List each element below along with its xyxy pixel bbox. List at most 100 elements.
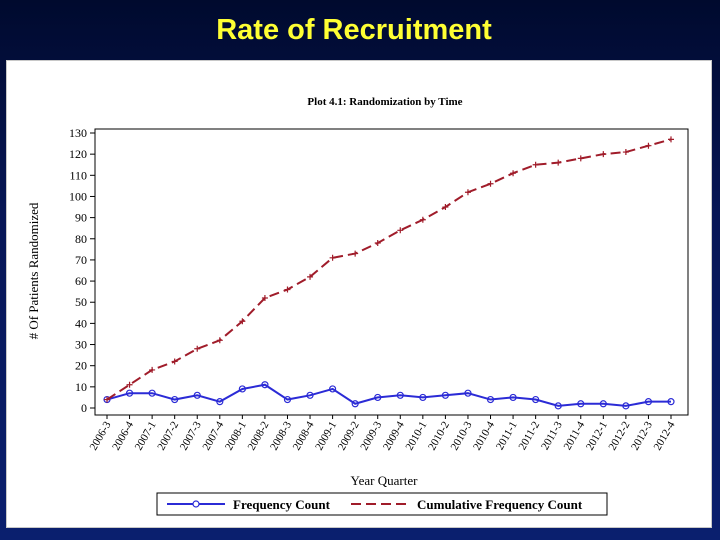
data-point xyxy=(667,398,675,406)
chart-title: Plot 4.1: Randomization by Time xyxy=(307,96,462,108)
y-axis-label: # Of Patients Randomized xyxy=(26,202,41,339)
y-tick-label: 70 xyxy=(75,253,87,267)
legend-label: Cumulative Frequency Count xyxy=(417,497,583,512)
chart-frame: Plot 4.1: Randomization by Time # Of Pat… xyxy=(6,60,712,528)
y-tick-label: 0 xyxy=(81,401,87,415)
series-line xyxy=(106,383,671,407)
x-tick-label: 2011-2 xyxy=(516,420,542,453)
data-point xyxy=(171,358,178,365)
data-point xyxy=(554,402,562,410)
data-point xyxy=(622,149,629,156)
data-point xyxy=(577,400,585,408)
data-point xyxy=(306,391,314,399)
y-tick-label: 50 xyxy=(75,295,87,309)
data-point xyxy=(193,391,201,399)
data-point xyxy=(148,389,156,397)
x-tick-label: 2012-4 xyxy=(652,419,678,452)
data-point xyxy=(216,337,223,344)
data-point xyxy=(329,385,337,393)
data-point xyxy=(464,389,472,397)
x-tick-label: 2011-3 xyxy=(539,419,565,452)
data-point xyxy=(577,155,584,162)
data-point xyxy=(397,227,404,234)
data-point xyxy=(261,381,269,389)
x-tick-label: 2007-3 xyxy=(178,419,204,452)
y-tick-label: 80 xyxy=(75,232,87,246)
data-point xyxy=(126,381,133,388)
data-point xyxy=(307,273,314,280)
x-tick-label: 2011-1 xyxy=(494,420,520,453)
line-chart: Plot 4.1: Randomization by Time # Of Pat… xyxy=(26,96,689,516)
data-point xyxy=(600,151,607,158)
x-tick-label: 2007-1 xyxy=(133,420,159,453)
data-point xyxy=(238,385,246,393)
y-axis: 0 10 20 30 40 50 60 70 80 90 100 110 120 130 xyxy=(69,126,95,415)
data-point xyxy=(644,398,653,406)
data-point xyxy=(104,396,110,403)
y-tick-label: 110 xyxy=(69,168,87,182)
x-axis: 2006-32006-42007-12007-22007-32007-42008… xyxy=(88,415,678,452)
data-point xyxy=(352,250,359,257)
y-tick-label: 130 xyxy=(69,126,87,140)
x-tick-label: 2012-2 xyxy=(606,420,632,453)
data-point xyxy=(284,286,291,293)
data-point xyxy=(419,393,427,402)
y-tick-label: 100 xyxy=(69,189,87,203)
x-tick-label: 2012-3 xyxy=(629,419,655,452)
data-point xyxy=(487,180,494,187)
data-point xyxy=(239,318,246,325)
x-tick-label: 2012-1 xyxy=(584,420,610,453)
data-point xyxy=(622,402,630,410)
data-point xyxy=(419,216,426,223)
x-tick-label: 2009-4 xyxy=(381,419,407,452)
y-tick-label: 20 xyxy=(75,359,87,373)
data-point xyxy=(441,391,449,399)
x-axis-label: Year Quarter xyxy=(351,473,419,488)
x-tick-label: 2008-4 xyxy=(291,419,317,452)
y-tick-label: 120 xyxy=(69,147,87,161)
data-point xyxy=(149,366,156,373)
x-tick-label: 2006-3 xyxy=(88,419,114,452)
legend-label: Frequency Count xyxy=(233,497,331,512)
data-point xyxy=(668,136,674,143)
data-point xyxy=(329,254,336,261)
data-point xyxy=(645,142,652,149)
data-point xyxy=(510,170,517,177)
data-point xyxy=(351,400,359,408)
legend: Frequency Count Cumulative Frequency Coun… xyxy=(167,497,583,512)
data-point xyxy=(486,395,495,404)
legend-item: Cumulative Frequency Count xyxy=(351,497,583,512)
data-point xyxy=(464,189,471,196)
data-point xyxy=(555,159,562,166)
y-tick-label: 30 xyxy=(75,338,87,352)
data-point xyxy=(509,393,517,402)
y-tick-label: 40 xyxy=(75,316,87,330)
data-point xyxy=(283,395,292,404)
y-tick-label: 10 xyxy=(75,380,87,394)
series-frequency-count xyxy=(103,381,675,410)
data-point xyxy=(261,295,268,301)
data-point xyxy=(532,161,539,168)
legend-marker xyxy=(192,500,200,508)
x-tick-label: 2008-2 xyxy=(246,420,272,453)
data-point xyxy=(396,391,404,399)
data-point xyxy=(171,395,179,404)
x-tick-label: 2009-3 xyxy=(358,419,384,452)
x-tick-label: 2010-4 xyxy=(471,419,497,452)
data-point xyxy=(374,240,381,246)
x-tick-label: 2009-2 xyxy=(336,420,362,453)
slide-title: Rate of Recruitment xyxy=(216,14,492,46)
x-tick-label: 2007-2 xyxy=(155,420,181,453)
x-tick-label: 2006-4 xyxy=(110,419,136,452)
x-tick-label: 2008-1 xyxy=(223,420,249,453)
series-layer xyxy=(103,136,675,410)
legend-item: Frequency Count xyxy=(167,497,331,512)
data-point xyxy=(599,400,607,408)
data-point xyxy=(532,395,540,404)
y-tick-label: 60 xyxy=(75,274,87,288)
series-cumulative-frequency-count xyxy=(104,136,674,403)
x-tick-label: 2009-1 xyxy=(313,420,339,453)
plot-area-frame xyxy=(94,128,689,416)
x-tick-label: 2007-4 xyxy=(200,419,226,452)
